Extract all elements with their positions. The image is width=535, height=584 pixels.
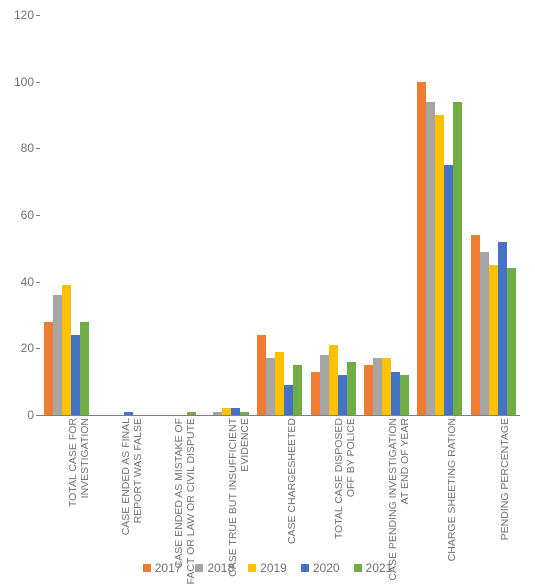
bar [44,322,53,415]
bar [417,82,426,415]
x-label-cell: CHARGE SHEETING RATION [413,418,466,548]
bar [80,322,89,415]
bar [347,362,356,415]
legend-item: 2020 [301,561,340,575]
y-tick-label: 60 [21,208,34,222]
bar-group [307,15,360,415]
bar [320,355,329,415]
y-tick-label: 120 [14,8,34,22]
x-axis-category-label: CASE ENDED AS FINALREPORT WAS FALSE [120,418,144,535]
legend-swatch [354,564,362,572]
legend-label: 2020 [313,561,340,575]
x-axis-category-label: TOTAL CASE FORINVESTIGATION [67,418,91,507]
legend-swatch [301,564,309,572]
x-axis-category-label: PENDING PERCENTAGE [499,418,511,540]
y-axis: 020406080100120 [0,15,40,415]
y-tick-label: 40 [21,275,34,289]
y-tick-label: 20 [21,341,34,355]
bar-groups [40,15,520,415]
x-label-cell: CASE ENDED AS FINALREPORT WAS FALSE [93,418,146,548]
bar [498,242,507,415]
legend-item: 2019 [248,561,287,575]
x-axis-category-label: CASE ENDED AS MISTAKE OFFACT OR LAW OR C… [173,418,197,584]
bar [391,372,400,415]
bar [507,268,516,415]
bar [266,358,275,415]
legend-swatch [248,564,256,572]
x-label-cell: TOTAL CASE FORINVESTIGATION [40,418,93,548]
bar [373,358,382,415]
legend-item: 2018 [195,561,234,575]
bar [62,285,71,415]
legend-swatch [143,564,151,572]
bar [311,372,320,415]
legend-label: 2018 [207,561,234,575]
x-label-cell: TOTAL CASE DISPOSEDOFF BY POLICE [307,418,360,548]
bar [213,412,222,415]
bar [53,295,62,415]
bar [240,412,249,415]
bar-group [93,15,146,415]
bar [222,408,231,415]
x-axis-category-label: CHARGE SHEETING RATION [446,418,458,561]
legend-item: 2021 [354,561,393,575]
bar [124,412,133,415]
bar [382,358,391,415]
bar [426,102,435,415]
x-axis-category-label: TOTAL CASE DISPOSEDOFF BY POLICE [333,418,357,539]
bar [329,345,338,415]
plot-area [40,15,520,416]
x-label-cell: CASE ENDED AS MISTAKE OFFACT OR LAW OR C… [147,418,200,548]
bar-group [413,15,466,415]
x-axis-labels: TOTAL CASE FORINVESTIGATION CASE ENDED AS… [40,418,520,548]
bar [284,385,293,415]
x-axis-category-label: CASE TRUE BUT INSUFFICIENTEVIDENCE [227,418,251,577]
legend-label: 2021 [366,561,393,575]
bar-group [200,15,253,415]
x-label-cell: PENDING PERCENTAGE [467,418,520,548]
y-tick-label: 80 [21,141,34,155]
bar [364,365,373,415]
bar [444,165,453,415]
x-label-cell: CASE TRUE BUT INSUFFICIENTEVIDENCE [200,418,253,548]
bar [400,375,409,415]
bar [257,335,266,415]
bar [275,352,284,415]
bar [71,335,80,415]
legend-item: 2017 [143,561,182,575]
bar [435,115,444,415]
x-axis-category-label: CASE PENDING INVESTIGATIONAT END OF YEAR [387,418,411,581]
bar-group [147,15,200,415]
bar [293,365,302,415]
bar [453,102,462,415]
legend-label: 2017 [155,561,182,575]
bar-group [467,15,520,415]
bar-group [253,15,306,415]
grouped-bar-chart: 0 20 40 60 80 100 120 TOTAL CASE FORINVESTIGAT… [0,0,535,580]
bar [471,235,480,415]
bar-group [40,15,93,415]
bar [338,375,347,415]
x-label-cell: CASE PENDING INVESTIGATIONAT END OF YEAR [360,418,413,548]
x-axis-category-label: CASE CHARGESHEETED [286,418,298,544]
legend: 2017 2018 2019 2020 2021 [0,561,535,575]
legend-label: 2019 [260,561,287,575]
x-label-cell: CASE CHARGESHEETED [253,418,306,548]
y-tick-label: 100 [14,75,34,89]
bar [231,408,240,415]
y-tick-label: 0 [27,408,34,422]
bar [480,252,489,415]
bar [489,265,498,415]
bar [187,412,196,415]
bar-group [360,15,413,415]
legend-swatch [195,564,203,572]
